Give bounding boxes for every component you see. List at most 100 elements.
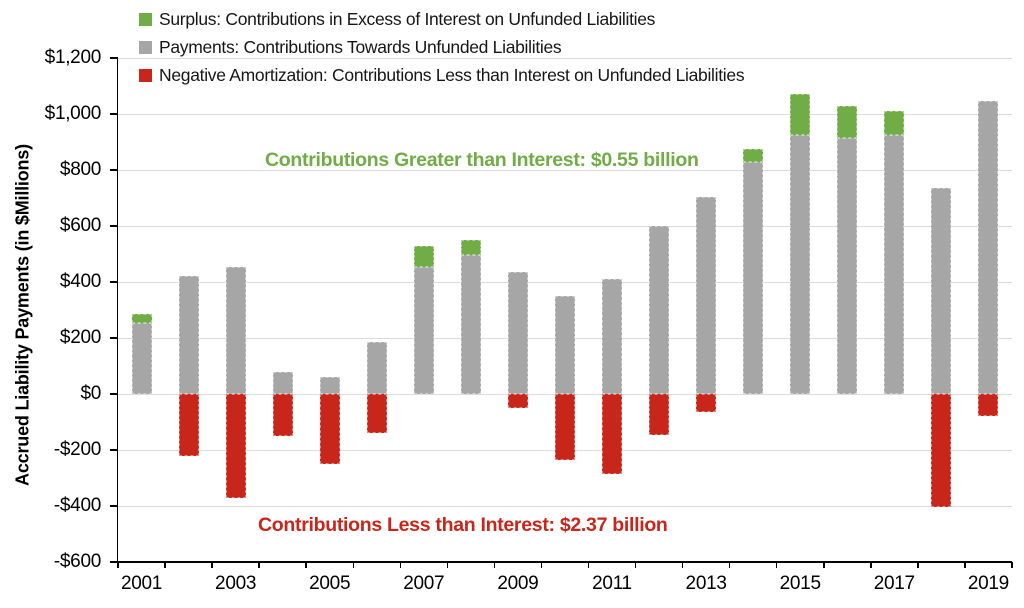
legend-label-surplus: Surplus: Contributions in Excess of Inte…: [159, 9, 656, 29]
x-tick-0: [117, 562, 119, 568]
bar-2009-payments: [507, 272, 528, 394]
y-tick-label-1200: $1,200: [44, 47, 102, 68]
x-tick-4: [305, 562, 307, 568]
x-tick-9: [540, 562, 543, 568]
x-tick-5: [352, 562, 354, 568]
x-tick-label-2019: 2019: [967, 573, 1009, 594]
bar-2009-negative-amortization: [507, 394, 528, 408]
bar-2017-surplus: [884, 111, 905, 135]
bar-2014-payments: [743, 161, 764, 394]
bar-2010-payments: [554, 296, 575, 394]
x-tick-11: [634, 562, 637, 568]
y-tick-1000: [109, 113, 118, 115]
y-tick-label-0: $0: [80, 383, 101, 404]
bar-2019-payments: [978, 101, 999, 394]
gridline-1200: [118, 57, 1012, 59]
annotation-surplus-note: Contributions Greater than Interest: $0.…: [265, 149, 699, 171]
y-tick-label-400: $400: [59, 271, 101, 292]
x-tick-label-2003: 2003: [215, 573, 257, 594]
gridline-1000: [118, 113, 1012, 115]
bar-2012-negative-amortization: [649, 394, 670, 435]
bar-2008-surplus: [460, 240, 481, 256]
y-tick--400: [109, 505, 118, 507]
bar-2019-negative-amortization: [978, 394, 999, 417]
x-tick-12: [681, 562, 684, 568]
y-tick-600: [109, 225, 118, 227]
legend-item-payments: Payments: Contributions Towards Unfunded…: [139, 36, 744, 59]
x-tick-10: [587, 562, 590, 568]
x-tick-16: [870, 562, 872, 568]
y-tick-label--200: -$200: [53, 439, 101, 460]
gridline--400: [118, 505, 1012, 507]
annotation-deficit-note: Contributions Less than Interest: $2.37 …: [258, 514, 668, 536]
y-tick-0: [109, 393, 118, 395]
bar-2005-negative-amortization: [319, 394, 340, 464]
x-tick-label-2005: 2005: [309, 573, 351, 594]
x-tick-label-2009: 2009: [497, 573, 539, 594]
bar-2013-negative-amortization: [696, 394, 717, 413]
bar-2011-negative-amortization: [602, 394, 622, 474]
x-tick-17: [917, 562, 919, 568]
x-tick-18: [964, 562, 966, 568]
bar-2017-payments: [884, 135, 905, 394]
bar-2002-negative-amortization: [178, 394, 199, 456]
y-tick--600: [109, 561, 118, 563]
gridline-600: [118, 225, 1012, 227]
x-tick-1: [164, 562, 166, 568]
bar-2007-surplus: [413, 245, 434, 267]
x-tick-label-2001: 2001: [120, 573, 163, 594]
x-tick-label-2017: 2017: [873, 573, 915, 594]
bar-2001-payments: [131, 322, 152, 394]
bar-2008-payments: [460, 255, 481, 394]
chart-legend: Surplus: Contributions in Excess of Inte…: [139, 8, 745, 92]
y-tick-label-800: $800: [59, 159, 101, 180]
x-tick-8: [493, 562, 496, 568]
y-tick-label-1000: $1,000: [44, 103, 102, 124]
x-tick-19: [1011, 562, 1013, 568]
bar-2006-payments: [366, 342, 387, 394]
x-tick-label-2007: 2007: [403, 573, 445, 594]
bar-2005-payments: [319, 377, 340, 394]
x-tick-label-2015: 2015: [779, 573, 821, 594]
x-axis-line: [116, 561, 1012, 563]
y-tick-400: [109, 281, 118, 283]
bar-2015-payments: [790, 135, 811, 394]
bar-2011-payments: [602, 279, 622, 394]
legend-swatch-negative-amortization-icon: [139, 69, 152, 82]
legend-swatch-payments-icon: [139, 41, 152, 54]
bar-2007-payments: [413, 266, 434, 394]
bar-2013-payments: [696, 196, 717, 394]
bar-2003-negative-amortization: [225, 394, 246, 498]
bar-2003-payments: [225, 266, 246, 394]
legend-label-negative-amortization: Negative Amortization: Contributions Les…: [159, 65, 745, 85]
bar-2006-negative-amortization: [366, 394, 387, 434]
bar-2002-payments: [178, 276, 199, 394]
x-tick-6: [399, 562, 402, 568]
bar-2016-surplus: [837, 105, 858, 138]
legend-item-surplus: Surplus: Contributions in Excess of Inte…: [139, 8, 744, 31]
y-tick-label--600: -$600: [53, 551, 101, 572]
bar-2004-payments: [272, 371, 293, 394]
bar-2001-surplus: [131, 314, 152, 323]
y-tick--200: [109, 449, 118, 451]
x-tick-label-2013: 2013: [685, 573, 727, 594]
gridline-400: [118, 281, 1012, 283]
y-tick-label-200: $200: [59, 327, 101, 348]
y-tick-200: [109, 337, 118, 339]
bar-2015-surplus: [790, 94, 811, 135]
bar-2014-surplus: [743, 149, 764, 162]
x-tick-15: [823, 562, 825, 568]
x-tick-13: [728, 562, 731, 568]
x-tick-3: [258, 562, 260, 568]
y-tick-label-600: $600: [59, 215, 101, 236]
x-tick-label-2011: 2011: [592, 573, 632, 594]
bar-2018-payments: [931, 188, 952, 394]
y-axis-line: [116, 58, 118, 562]
bar-2010-negative-amortization: [554, 394, 575, 460]
gridline-800: [118, 169, 1012, 171]
bar-2018-negative-amortization: [931, 394, 952, 508]
legend-item-negative-amortization: Negative Amortization: Contributions Les…: [139, 64, 745, 87]
x-tick-7: [446, 562, 449, 568]
y-axis-title: Accrued Liability Payments (in $Millions…: [12, 144, 33, 486]
